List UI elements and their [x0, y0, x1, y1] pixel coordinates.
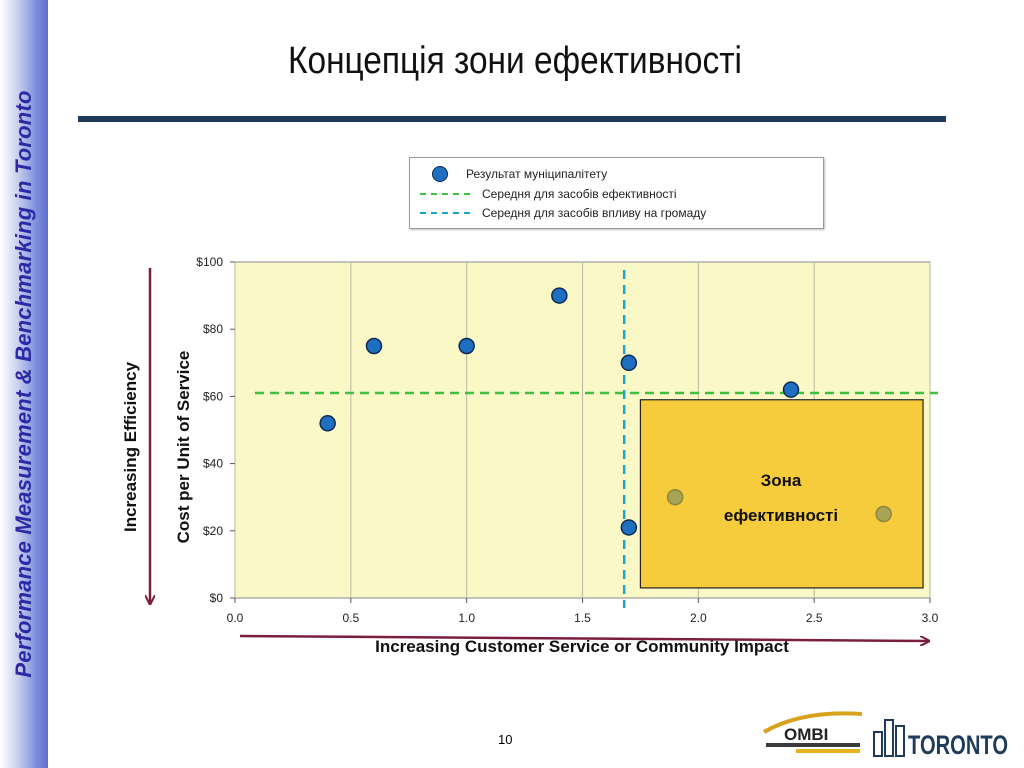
legend-green-dash-icon	[420, 193, 470, 195]
data-point	[620, 519, 638, 536]
x-tick-label: 3.0	[922, 611, 939, 625]
y-tick-label: $0	[210, 591, 224, 605]
legend-dot-icon	[432, 166, 448, 182]
sidebar-banner	[0, 0, 48, 768]
data-point	[620, 354, 638, 372]
x-tick-label: 1.5	[574, 611, 591, 625]
x-tick-label: 1.0	[458, 611, 475, 625]
data-point	[319, 415, 336, 432]
legend-blue-dash-icon	[420, 212, 470, 214]
y-axis-label: Cost per Unit of Service	[174, 351, 193, 544]
chart-legend: Результат муніципалітету Середня для зас…	[409, 157, 824, 229]
page-number: 10	[498, 732, 513, 747]
x-tick-label: 0.5	[342, 611, 359, 625]
slide-title: Концепція зони ефективності	[287, 40, 742, 82]
y-tick-label: $40	[203, 457, 223, 471]
y-tick-label: $80	[203, 322, 223, 336]
data-point	[551, 287, 568, 304]
toronto-logo-text: TORONTO	[908, 730, 1008, 758]
service-arrow	[239, 634, 928, 641]
legend-label: Середня для засобів ефективності	[482, 187, 677, 201]
ombi-logo: OMBI	[762, 711, 863, 753]
legend-item-efficiency-average: Середня для засобів ефективності	[420, 184, 677, 204]
legend-item-municipality: Результат муніципалітету	[420, 164, 607, 184]
data-point	[782, 381, 800, 398]
zone-label-line1: Зона	[761, 471, 802, 490]
data-point	[365, 337, 383, 355]
toronto-logo: TORONTO	[873, 719, 1008, 758]
data-point	[458, 337, 475, 355]
y-tick-label: $100	[196, 255, 223, 269]
data-point	[875, 505, 892, 523]
title-divider	[78, 116, 946, 122]
x-axis-label: Increasing Customer Service or Community…	[375, 637, 789, 656]
legend-item-impact-average: Середня для засобів впливу на громаду	[420, 203, 706, 223]
x-tick-label: 2.5	[806, 611, 823, 625]
efficiency-arrow-label: Increasing Efficiency	[121, 361, 140, 532]
legend-label: Результат муніципалітету	[466, 167, 608, 181]
y-tick-label: $60	[203, 389, 223, 403]
efficiency-zone	[639, 399, 924, 589]
legend-label: Середня для засобів впливу на громаду	[482, 206, 707, 220]
zone-label-line2: ефективності	[724, 506, 838, 525]
x-tick-label: 0.0	[227, 611, 244, 625]
data-point	[666, 488, 684, 506]
x-tick-label: 2.0	[690, 611, 707, 625]
ombi-logo-text: OMBI	[784, 725, 828, 744]
y-tick-label: $20	[203, 524, 223, 538]
